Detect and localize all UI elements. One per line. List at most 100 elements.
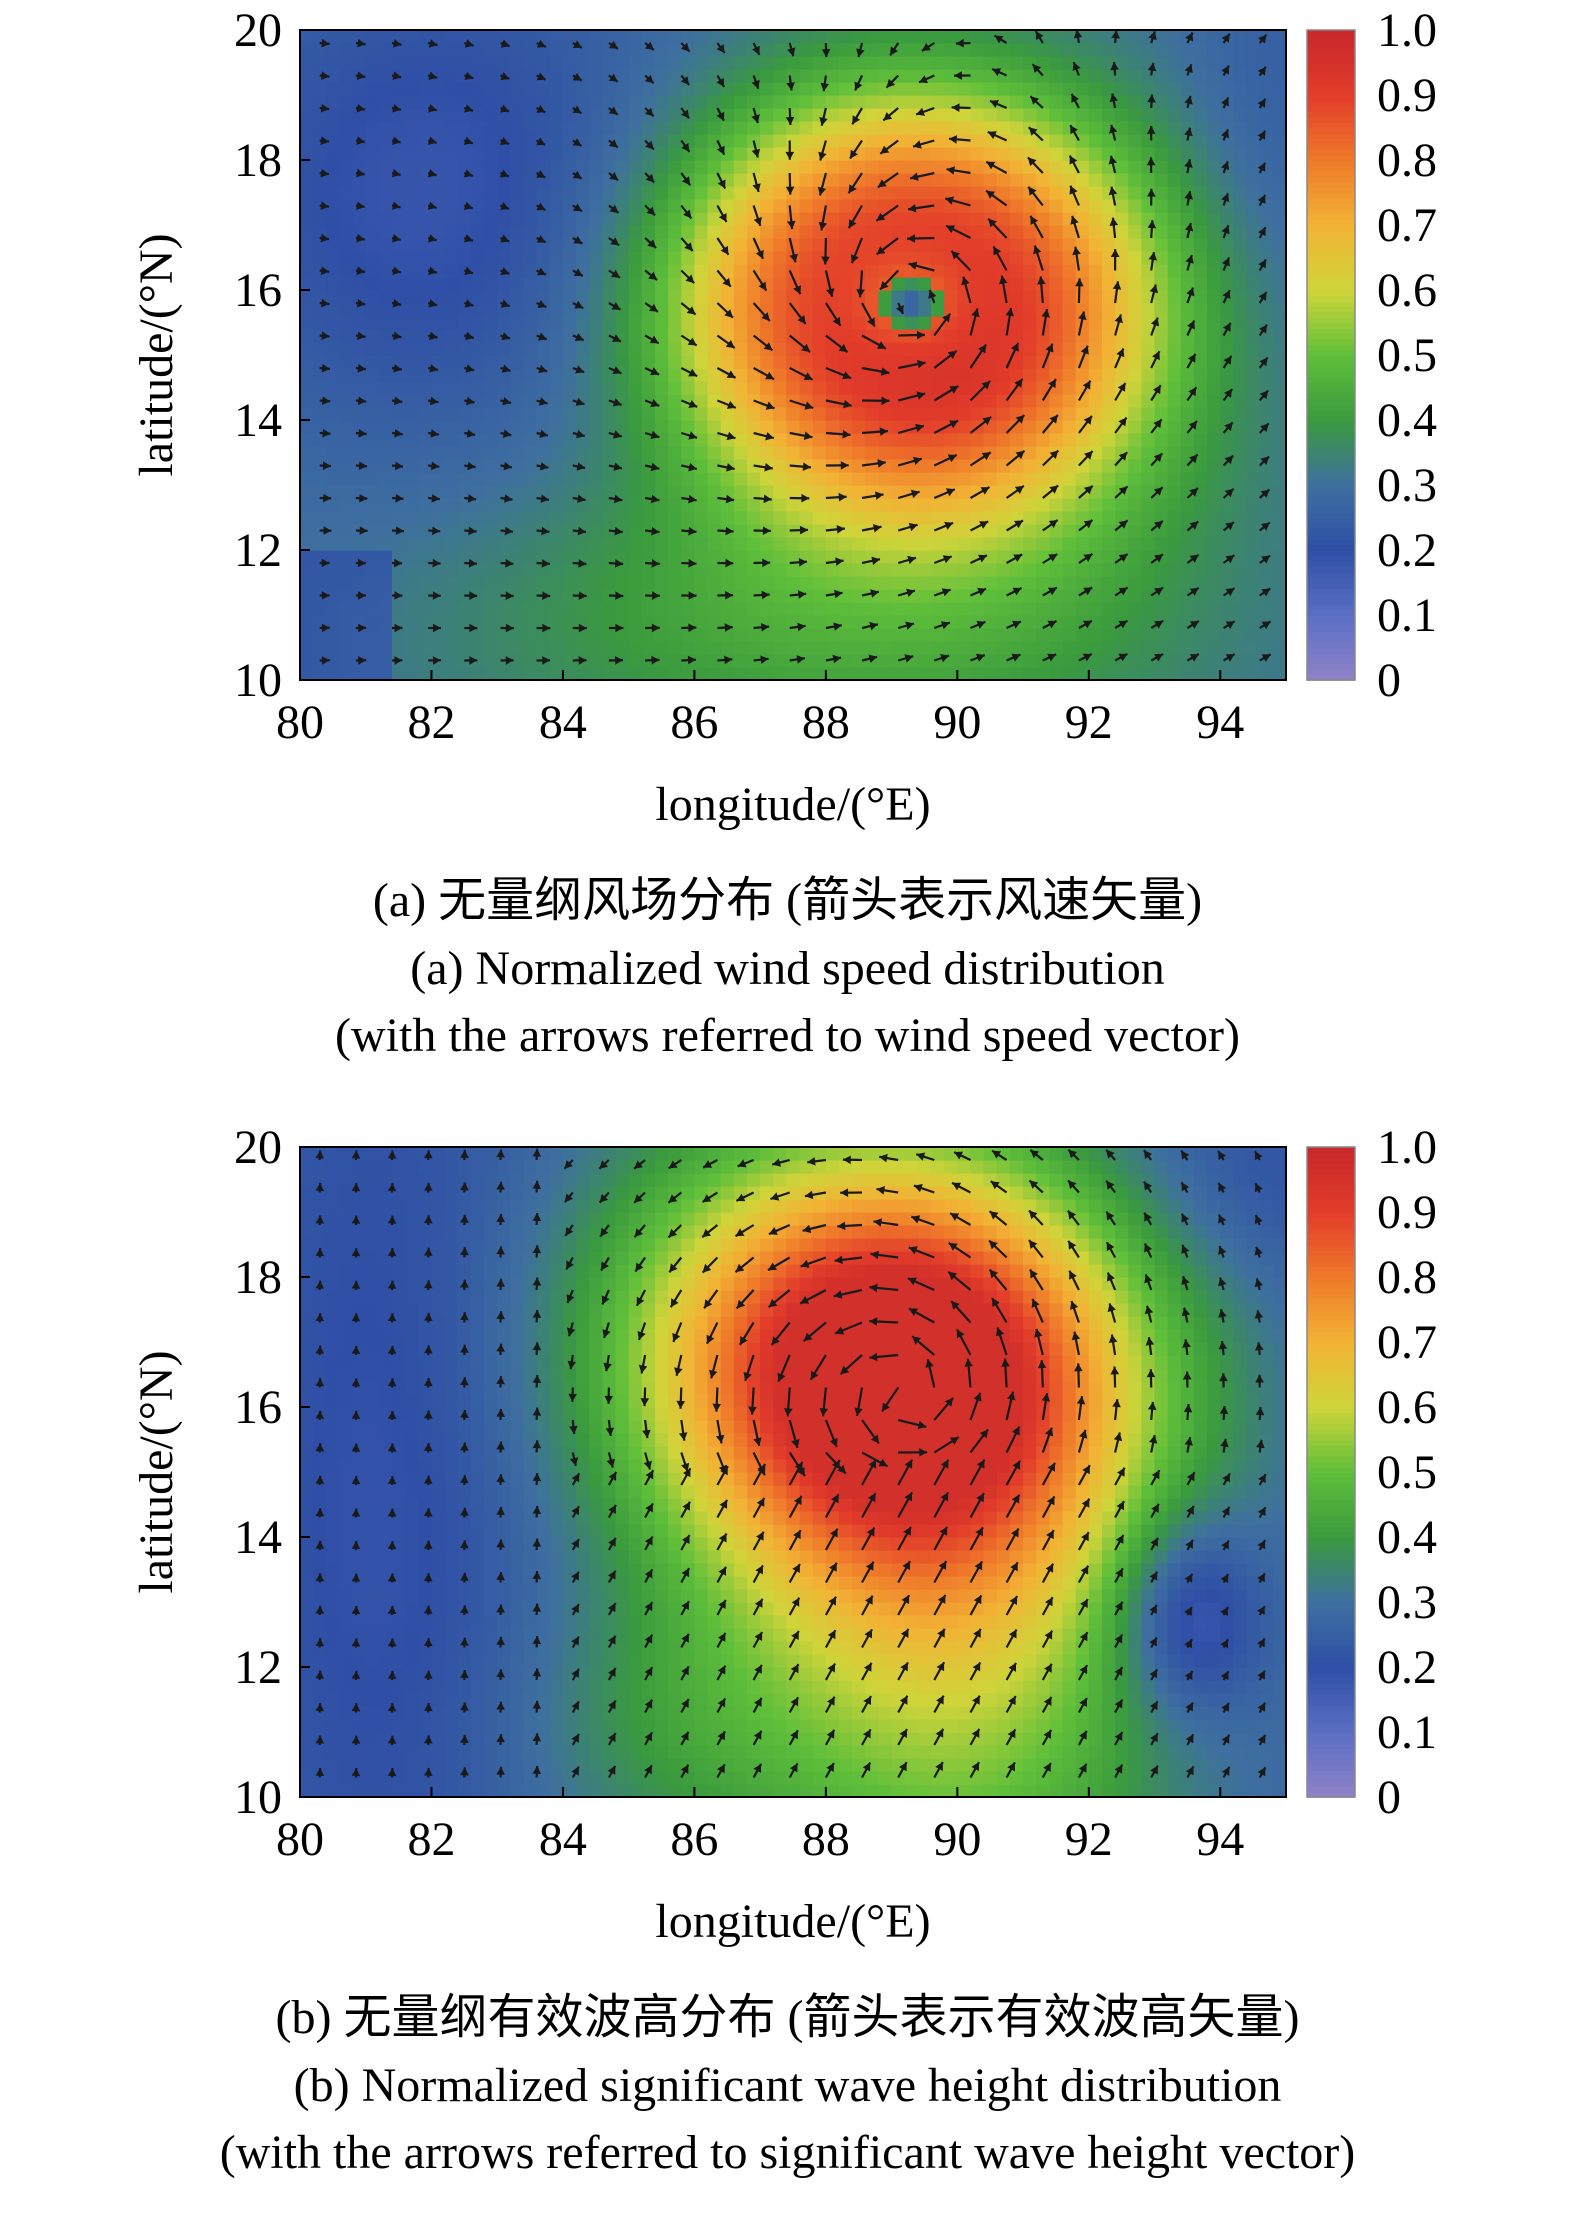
heatmap-cell bbox=[537, 472, 551, 486]
heatmap-cell bbox=[1102, 264, 1116, 278]
colorbar-segment bbox=[1307, 539, 1355, 545]
heatmap-cell bbox=[786, 485, 800, 499]
heatmap-cell bbox=[524, 95, 538, 109]
heatmap-cell bbox=[839, 329, 853, 343]
heatmap-cell bbox=[734, 212, 748, 226]
heatmap-cell bbox=[300, 290, 314, 304]
heatmap-cell bbox=[1049, 316, 1063, 330]
heatmap-cell bbox=[366, 381, 380, 395]
heatmap-cell bbox=[629, 225, 643, 239]
heatmap-cell bbox=[773, 108, 787, 122]
heatmap-cell bbox=[432, 82, 446, 96]
heatmap-cell bbox=[642, 82, 656, 96]
heatmap-cell bbox=[957, 303, 971, 317]
heatmap-cell bbox=[1063, 641, 1077, 655]
heatmap-cell bbox=[1207, 43, 1221, 57]
heatmap-cell bbox=[1036, 394, 1050, 408]
heatmap-cell bbox=[747, 225, 761, 239]
heatmap-cell bbox=[760, 134, 774, 148]
heatmap-cell bbox=[760, 290, 774, 304]
heatmap-cell bbox=[642, 472, 656, 486]
heatmap-cell bbox=[313, 407, 327, 421]
heatmap-cell bbox=[392, 212, 406, 226]
colorbar-segment bbox=[1307, 388, 1355, 394]
heatmap-cell bbox=[563, 407, 577, 421]
heatmap-cell bbox=[392, 147, 406, 161]
heatmap-cell bbox=[800, 121, 814, 135]
heatmap-cell bbox=[1049, 43, 1063, 57]
heatmap-cell bbox=[773, 563, 787, 577]
heatmap-cell bbox=[721, 56, 735, 70]
heatmap-cell bbox=[734, 589, 748, 603]
heatmap-cell bbox=[786, 667, 800, 681]
heatmap-cell bbox=[1089, 277, 1103, 291]
heatmap-cell bbox=[1049, 355, 1063, 369]
y-axis-label: latitude/(°N) bbox=[130, 233, 183, 476]
heatmap-cell bbox=[839, 173, 853, 187]
heatmap-cell bbox=[392, 446, 406, 460]
heatmap-cell bbox=[576, 641, 590, 655]
heatmap-cell bbox=[1089, 199, 1103, 213]
heatmap-cell bbox=[760, 95, 774, 109]
heatmap-cell bbox=[445, 108, 459, 122]
heatmap-cell bbox=[616, 641, 630, 655]
heatmap-cell bbox=[1063, 173, 1077, 187]
heatmap-cell bbox=[773, 576, 787, 590]
heatmap-cell bbox=[524, 602, 538, 616]
heatmap-cell bbox=[366, 134, 380, 148]
heatmap-cell bbox=[997, 602, 1011, 616]
heatmap-cell bbox=[668, 316, 682, 330]
heatmap-cell bbox=[708, 550, 722, 564]
heatmap-cell bbox=[563, 667, 577, 681]
heatmap-cell bbox=[1089, 134, 1103, 148]
heatmap-cell bbox=[353, 212, 367, 226]
heatmap-cell bbox=[589, 394, 603, 408]
heatmap-cell bbox=[905, 56, 919, 70]
heatmap-cell bbox=[852, 602, 866, 616]
heatmap-cell bbox=[642, 407, 656, 421]
heatmap-cell bbox=[1128, 641, 1142, 655]
heatmap-cell bbox=[747, 667, 761, 681]
heatmap-cell bbox=[734, 30, 748, 44]
heatmap-cell bbox=[1168, 173, 1182, 187]
colorbar-segment bbox=[1307, 165, 1355, 171]
heatmap-cell bbox=[879, 641, 893, 655]
heatmap-cell bbox=[1220, 342, 1234, 356]
heatmap-cell bbox=[1181, 147, 1195, 161]
heatmap-cell bbox=[997, 43, 1011, 57]
heatmap-cell bbox=[589, 511, 603, 525]
heatmap-cell bbox=[1023, 108, 1037, 122]
heatmap-cell bbox=[997, 407, 1011, 421]
heatmap-cell bbox=[1128, 667, 1142, 681]
heatmap-cell bbox=[668, 303, 682, 317]
heatmap-cell bbox=[957, 212, 971, 226]
heatmap-cell bbox=[339, 251, 353, 265]
heatmap-cell bbox=[510, 615, 524, 629]
heatmap-cell bbox=[339, 524, 353, 538]
heatmap-cell bbox=[1010, 108, 1024, 122]
colorbar-segment bbox=[1307, 490, 1355, 496]
heatmap-cell bbox=[839, 316, 853, 330]
heatmap-cell bbox=[405, 251, 419, 265]
heatmap-cell bbox=[1168, 563, 1182, 577]
heatmap-cell bbox=[339, 381, 353, 395]
colorbar-segment bbox=[1307, 615, 1355, 621]
heatmap-cell bbox=[432, 121, 446, 135]
heatmap-cell bbox=[1220, 303, 1234, 317]
heatmap-cell bbox=[1089, 329, 1103, 343]
heatmap-cell bbox=[839, 264, 853, 278]
heatmap-cell bbox=[629, 498, 643, 512]
heatmap-cell bbox=[471, 30, 485, 44]
heatmap-cell bbox=[563, 355, 577, 369]
heatmap-cell bbox=[655, 628, 669, 642]
heatmap-cell bbox=[655, 69, 669, 83]
heatmap-cell bbox=[524, 472, 538, 486]
heatmap-cell bbox=[510, 160, 524, 174]
heatmap-cell bbox=[813, 225, 827, 239]
heatmap-cell bbox=[708, 667, 722, 681]
heatmap-cell bbox=[1076, 238, 1090, 252]
heatmap-cell bbox=[550, 121, 564, 135]
heatmap-cell bbox=[1010, 628, 1024, 642]
heatmap-cell bbox=[721, 186, 735, 200]
heatmap-cell bbox=[300, 186, 314, 200]
